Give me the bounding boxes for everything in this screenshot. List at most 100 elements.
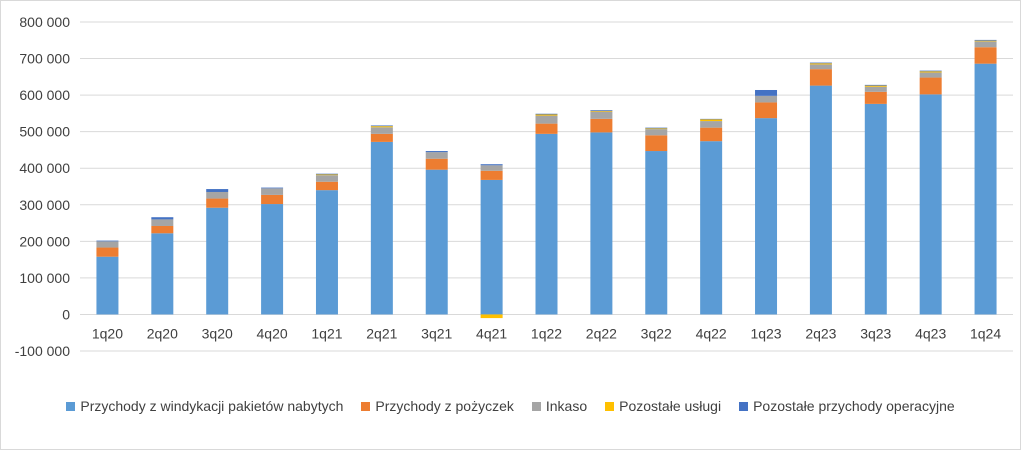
bar-segment bbox=[425, 152, 448, 159]
bar-segment bbox=[974, 63, 997, 315]
bar-segment bbox=[480, 179, 503, 315]
bar-segment bbox=[590, 132, 613, 315]
bar-segment bbox=[535, 123, 558, 134]
bar-segment bbox=[480, 164, 503, 166]
legend-label: Pozostałe usługi bbox=[619, 398, 722, 414]
legend-label: Inkaso bbox=[545, 398, 588, 414]
bar-segment bbox=[206, 191, 229, 199]
bar-segment bbox=[535, 113, 558, 115]
y-tick-label: 800 000 bbox=[19, 14, 70, 30]
bar-segment bbox=[370, 141, 393, 315]
bar-segment bbox=[535, 115, 558, 124]
bar-segment bbox=[425, 151, 448, 153]
legend-item: Pozostałe przychody operacyjne bbox=[739, 398, 955, 414]
bar-segment bbox=[206, 207, 229, 315]
bar-segment bbox=[809, 85, 832, 315]
bar-segment bbox=[755, 118, 778, 315]
bar-segment bbox=[315, 190, 338, 315]
bar-segment bbox=[480, 314, 503, 319]
legend-swatch bbox=[739, 401, 749, 411]
bar-segment bbox=[151, 225, 174, 234]
bar-segment bbox=[96, 247, 119, 257]
legend-item: Przychody z pożyczek bbox=[361, 398, 514, 414]
y-tick-label: -100 000 bbox=[15, 343, 70, 359]
bar-segment bbox=[755, 95, 778, 103]
bar-segment bbox=[864, 103, 887, 315]
bar-segment bbox=[809, 64, 832, 70]
y-tick-label: 0 bbox=[62, 306, 70, 322]
x-tick-label: 3q20 bbox=[202, 325, 233, 341]
bar-segment bbox=[755, 89, 778, 96]
bar-segment bbox=[700, 118, 723, 120]
y-tick-label: 200 000 bbox=[19, 233, 70, 249]
bar-segment bbox=[261, 204, 284, 315]
legend-item: Pozostałe usługi bbox=[605, 398, 721, 414]
stacked-bar-chart: -100 000 0 100 000 200 000 300 000 400 000 500… bbox=[15, 14, 1013, 359]
x-tick-label: 1q21 bbox=[311, 325, 342, 341]
bar-segment bbox=[261, 188, 284, 195]
bar-segment bbox=[700, 119, 723, 122]
bar-segment bbox=[590, 110, 613, 111]
bar-segment bbox=[864, 86, 887, 92]
x-tick-label: 3q21 bbox=[421, 325, 452, 341]
x-tick-label: 2q22 bbox=[586, 325, 617, 341]
x-tick-label: 4q23 bbox=[915, 325, 946, 341]
bar-segment bbox=[590, 111, 613, 119]
bar-segment bbox=[919, 70, 942, 72]
bar-segment bbox=[370, 133, 393, 142]
bar-segment bbox=[535, 133, 558, 315]
y-tick-label: 100 000 bbox=[19, 270, 70, 286]
bar-segment bbox=[974, 40, 997, 42]
bar-segment bbox=[919, 77, 942, 95]
x-tick-label: 1q20 bbox=[92, 325, 123, 341]
x-tick-label: 1q23 bbox=[750, 325, 781, 341]
legend-swatch bbox=[531, 401, 541, 411]
bar-segment bbox=[370, 125, 393, 127]
x-tick-label: 4q22 bbox=[696, 325, 727, 341]
y-tick-label: 400 000 bbox=[19, 160, 70, 176]
legend-swatch bbox=[605, 401, 615, 411]
bar-segment bbox=[645, 127, 668, 129]
x-tick-label: 2q23 bbox=[805, 325, 836, 341]
bar-segment bbox=[261, 187, 284, 189]
bar-segment bbox=[206, 189, 229, 192]
bar-segment bbox=[645, 129, 668, 136]
x-tick-label: 1q22 bbox=[531, 325, 562, 341]
bar-segment bbox=[315, 175, 338, 182]
bar-segment bbox=[919, 72, 942, 78]
bar-segment bbox=[590, 118, 613, 133]
legend-item: Przychody z windykacji pakietów nabytych bbox=[66, 398, 343, 414]
y-tick-label: 500 000 bbox=[19, 124, 70, 140]
x-tick-label: 4q21 bbox=[476, 325, 507, 341]
bar-segment bbox=[96, 241, 119, 248]
legend-swatch bbox=[361, 401, 371, 411]
bar-segment bbox=[96, 240, 119, 242]
x-tick-label: 1q24 bbox=[970, 325, 1001, 341]
legend-label: Przychody z windykacji pakietów nabytych bbox=[80, 398, 344, 414]
bar-segment bbox=[535, 114, 558, 116]
chart-legend: Przychody z windykacji pakietów nabytych… bbox=[0, 398, 1021, 414]
y-tick-label: 300 000 bbox=[19, 197, 70, 213]
bar-segment bbox=[315, 173, 338, 175]
bar-segment bbox=[864, 85, 887, 87]
bar-segment bbox=[809, 62, 832, 64]
y-tick-label: 700 000 bbox=[19, 51, 70, 67]
bar-segment bbox=[755, 102, 778, 119]
legend-label: Pozostałe przychody operacyjne bbox=[753, 398, 955, 414]
bar-segment bbox=[480, 170, 503, 180]
x-tick-label: 4q20 bbox=[257, 325, 288, 341]
bar-segment bbox=[809, 63, 832, 65]
x-tick-label: 3q22 bbox=[641, 325, 672, 341]
bar-segment bbox=[974, 47, 997, 64]
bar-segment bbox=[370, 127, 393, 134]
bar-segment bbox=[974, 39, 997, 41]
bar-segment bbox=[151, 219, 174, 226]
bar-segment bbox=[645, 128, 668, 130]
bar-segment bbox=[919, 94, 942, 315]
bar-segment bbox=[315, 181, 338, 191]
bar-segment bbox=[261, 194, 284, 205]
bar-segment bbox=[700, 127, 723, 142]
bar-segment bbox=[425, 169, 448, 315]
legend-swatch bbox=[66, 401, 76, 411]
bar-segment bbox=[480, 165, 503, 171]
